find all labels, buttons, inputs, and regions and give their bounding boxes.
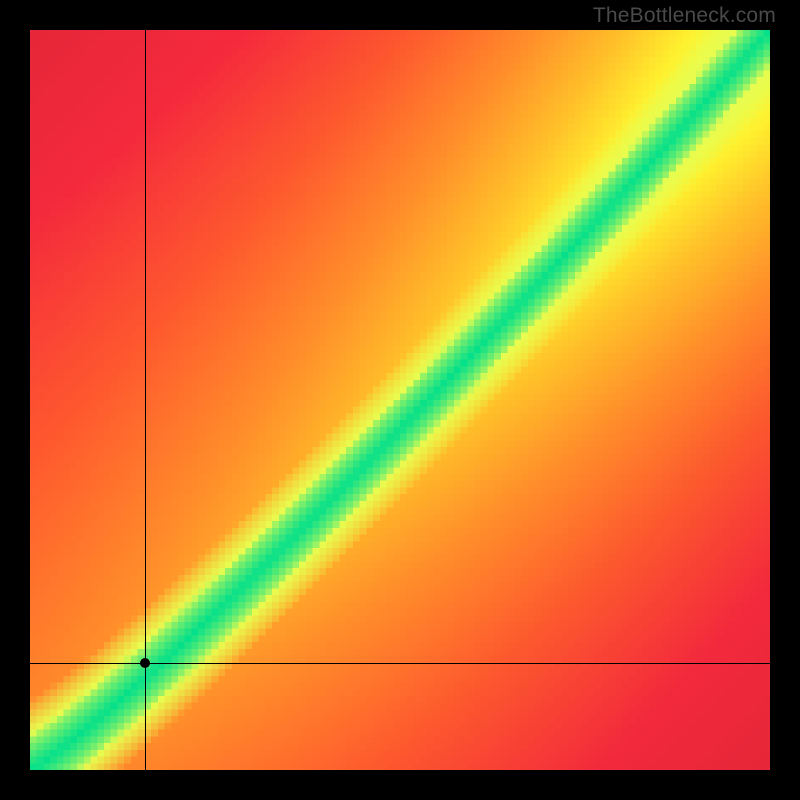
selected-point-marker — [140, 658, 150, 668]
heatmap-plot — [30, 30, 770, 770]
watermark-text: TheBottleneck.com — [593, 4, 776, 28]
